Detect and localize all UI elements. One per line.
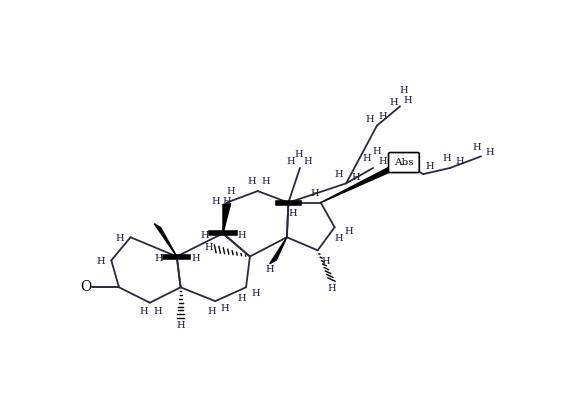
Polygon shape [154,224,177,256]
Text: H: H [212,196,220,206]
Text: H: H [363,154,371,163]
Polygon shape [321,158,406,202]
Text: H: H [378,157,387,166]
Text: H: H [237,231,246,240]
Text: Abs: Abs [394,158,414,167]
Text: H: H [321,257,329,266]
Text: H: H [373,147,381,156]
Text: H: H [400,86,408,96]
Text: H: H [153,307,162,316]
Text: H: H [404,96,412,104]
Text: H: H [226,188,235,196]
Text: H: H [139,307,148,316]
Text: H: H [261,177,270,186]
Text: H: H [294,149,303,159]
Text: H: H [486,148,494,157]
Text: H: H [247,177,256,186]
Text: H: H [220,305,229,313]
Text: H: H [455,157,464,166]
Text: H: H [303,157,312,166]
Text: H: H [334,170,343,179]
Text: H: H [207,307,216,316]
Text: H: H [96,258,105,266]
Text: O: O [81,280,91,294]
Text: H: H [425,162,433,171]
Text: H: H [223,196,231,206]
Text: H: H [344,226,353,236]
Text: H: H [238,294,247,303]
FancyBboxPatch shape [388,153,419,173]
Text: H: H [473,143,481,151]
Text: H: H [200,231,209,240]
Text: H: H [327,284,336,293]
Text: H: H [442,154,451,163]
Polygon shape [223,204,231,233]
Text: H: H [310,189,319,198]
Text: H: H [115,234,124,243]
Text: H: H [251,289,260,298]
Text: H: H [351,173,360,182]
Polygon shape [270,237,287,264]
Text: H: H [154,254,163,263]
Text: H: H [379,112,388,121]
Text: H: H [287,157,295,166]
Text: H: H [365,115,373,124]
Text: H: H [191,254,199,263]
Text: H: H [266,265,274,274]
Text: H: H [176,321,185,330]
Text: H: H [204,243,212,252]
Text: H: H [334,234,343,243]
Text: H: H [389,98,398,107]
Text: H: H [288,209,296,218]
